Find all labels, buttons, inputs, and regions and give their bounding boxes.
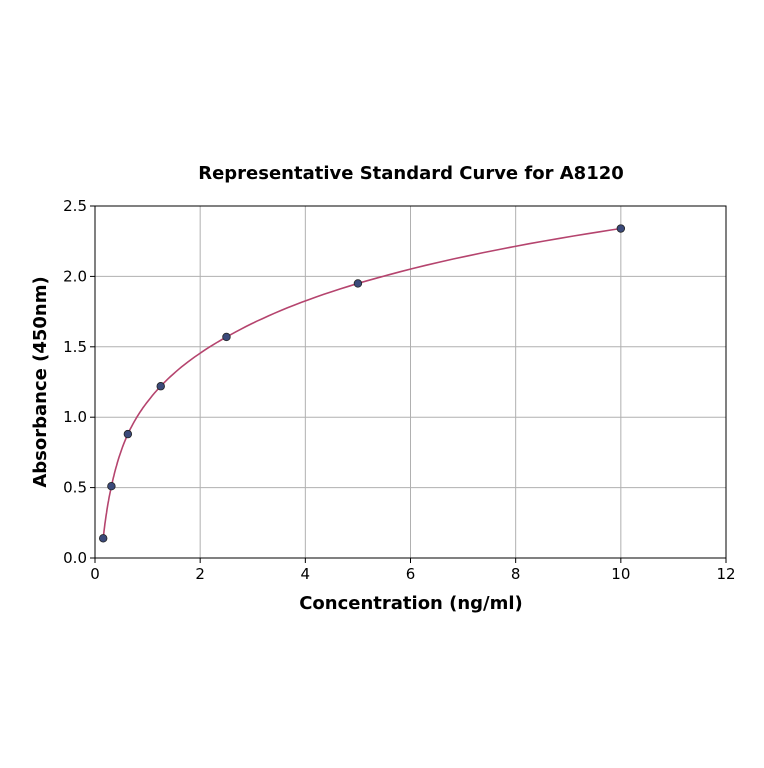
x-axis-label: Concentration (ng/ml) <box>299 593 523 614</box>
y-tick-label: 2.0 <box>63 267 87 285</box>
x-tick-label: 0 <box>90 565 100 583</box>
x-tick-label: 8 <box>511 565 521 583</box>
data-point <box>156 382 165 391</box>
x-tick-label: 12 <box>716 565 735 583</box>
y-tick-label: 0.0 <box>63 549 87 567</box>
data-point <box>107 481 116 491</box>
data-point <box>222 332 231 342</box>
y-tick-label: 1.5 <box>63 338 87 356</box>
y-axis-label: Absorbance (450nm) <box>30 276 51 487</box>
fit-curve <box>102 227 621 539</box>
y-tick-label: 0.5 <box>63 479 87 497</box>
data-point <box>123 429 133 439</box>
data-point <box>99 534 108 543</box>
x-tick-label: 2 <box>195 565 205 583</box>
x-tick-label: 4 <box>301 565 311 583</box>
x-tick-label: 6 <box>406 565 416 583</box>
chart-title: Representative Standard Curve for A8120 <box>198 163 624 184</box>
plot-frame <box>94 205 727 559</box>
data-point <box>353 279 363 288</box>
y-tick-label: 1.0 <box>63 408 87 426</box>
x-tick-label: 10 <box>611 565 630 583</box>
y-tick-label: 2.5 <box>63 197 87 215</box>
data-point <box>616 224 626 233</box>
